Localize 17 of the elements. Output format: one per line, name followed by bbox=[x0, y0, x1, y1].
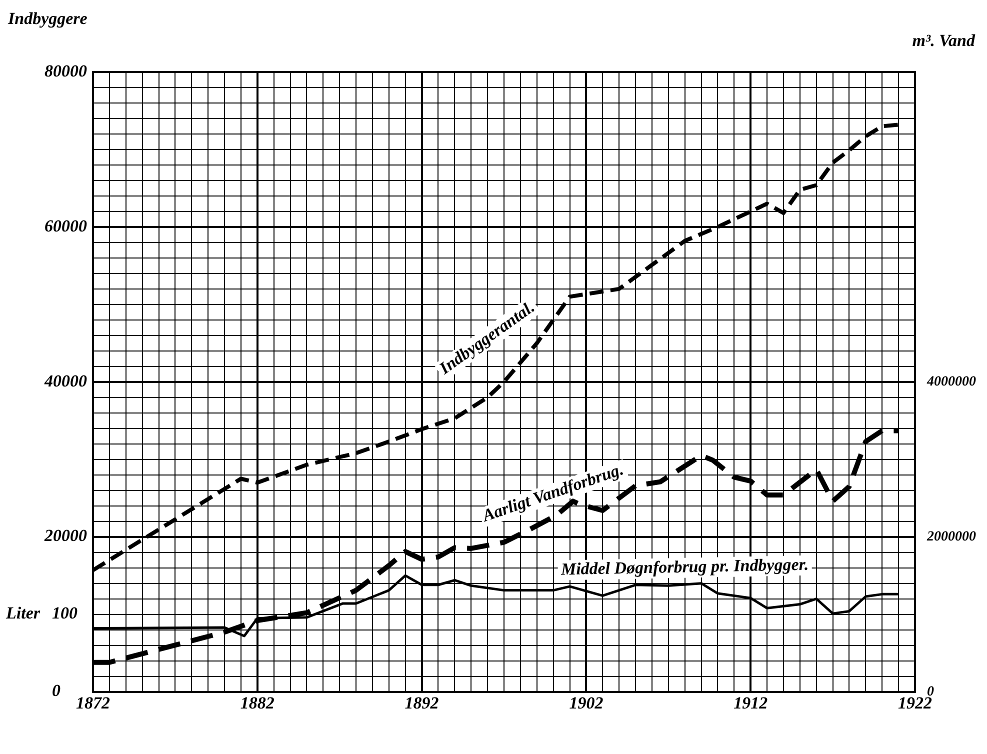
y-tick-label: 60000 bbox=[44, 216, 88, 236]
series-label: Middel Døgnforbrug pr. Indbygger. bbox=[560, 554, 809, 579]
x-tick-label: 1892 bbox=[404, 693, 440, 712]
y2-axis-title: m³. Vand bbox=[912, 31, 976, 50]
y3-tick-label: 0 bbox=[52, 681, 61, 700]
y2-tick-label: 4000000 bbox=[926, 374, 976, 390]
y3-axis-title: Liter bbox=[5, 604, 40, 623]
y-tick-label: 20000 bbox=[44, 526, 88, 546]
y3-tick-label: 100 bbox=[52, 604, 78, 623]
y-tick-label: 40000 bbox=[44, 371, 88, 390]
x-tick-label: 1912 bbox=[734, 693, 768, 712]
y-tick-label: 80000 bbox=[44, 61, 88, 80]
x-tick-label: 1902 bbox=[569, 693, 604, 712]
y2-tick-label: 2000000 bbox=[926, 529, 976, 544]
x-tick-label: 1872 bbox=[76, 693, 110, 712]
x-tick-label: 1882 bbox=[240, 693, 275, 712]
y-axis-title: Indbyggere bbox=[7, 9, 88, 28]
